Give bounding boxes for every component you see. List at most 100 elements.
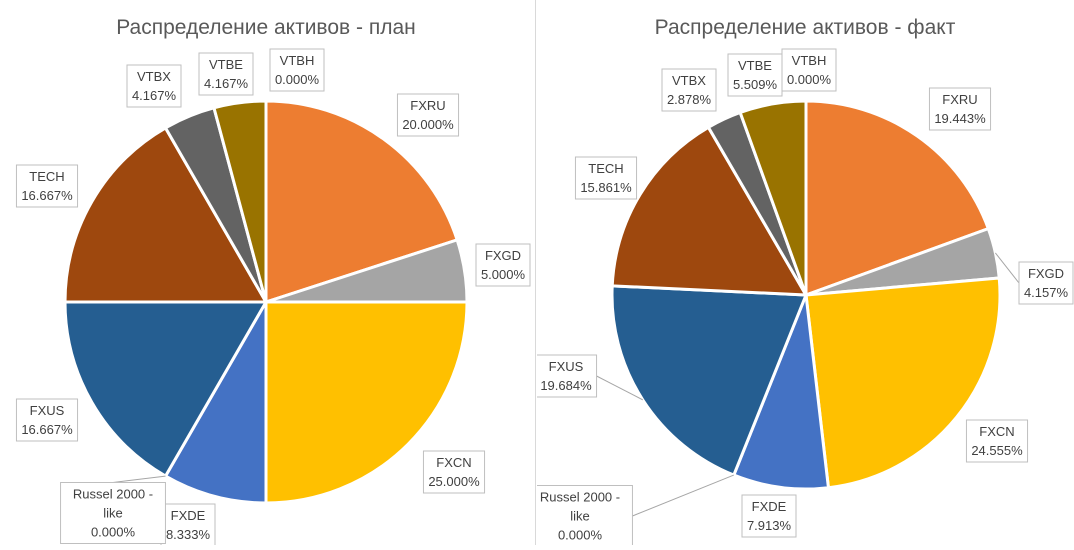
slice-value: 4.167% [204,76,249,91]
data-label-vtbh: VTBH 0.000% [269,48,325,92]
data-label-tech: TECH 16.667% [15,164,79,208]
chart-title: Распределение активов - план [116,16,416,39]
slice-label: Russel 2000 - [540,490,620,505]
data-label-fxus: FXUS 16.667% [15,398,79,442]
slice-label: FXRU [410,98,445,113]
chart-title: Распределение активов - факт [655,16,956,39]
pie-slice-fxus [63,300,268,478]
slice-label: VTBX [137,69,171,84]
slice-value: 24.555% [971,443,1023,458]
data-label-vtbx: VTBX 4.167% [126,64,182,108]
slice-value: 20.000% [402,117,454,132]
data-label-russel-2000-like: Russel 2000 - like 0.000% [527,485,633,547]
slice-label: VTBX [672,73,706,88]
slice-value: 0.000% [558,528,603,543]
slice-value: 25.000% [428,474,480,489]
data-label-fxde: FXDE 7.913% [741,494,797,538]
data-label-fxus: FXUS 19.684% [534,354,598,398]
data-label-fxru: FXRU 20.000% [396,93,460,137]
pie-slice-fxru [804,99,990,297]
slice-label: VTBH [792,53,827,68]
leader-line-russel-2000-like [112,475,166,483]
slice-value: 0.000% [787,72,832,87]
pie-slice-tech [610,125,808,297]
pie-chart-fact: Распределение активов - факт FXRU 19.443%… [527,16,1074,547]
data-label-box [475,243,531,287]
slice-label: VTBH [280,53,315,68]
slice-label: FXGD [1028,266,1064,281]
leader-line-fxgd [994,252,1020,284]
slice-label: VTBE [209,57,243,72]
pie-slice-tech [63,126,268,304]
slice-value: 19.443% [934,111,986,126]
divider [535,0,536,545]
data-label-box [574,156,638,200]
slice-value: 5.509% [733,77,778,92]
data-label-box [741,494,797,538]
slice-label: FXDE [171,508,206,523]
slice-label: VTBE [738,58,772,73]
data-label-box [1018,261,1074,305]
data-label-vtbh: VTBH 0.000% [781,48,837,92]
slice-value: 19.684% [540,378,592,393]
slice-value: 7.913% [747,518,792,533]
data-label-box [126,64,182,108]
data-label-box [15,398,79,442]
slice-value: 4.167% [132,88,177,103]
slice-label: TECH [588,161,623,176]
slice-label: FXCN [436,455,471,470]
chart-fact: Распределение активов - факт FXRU 19.443%… [527,0,1074,547]
leader-line-russel-2000-like [632,474,735,517]
pie-chart-plan: Распределение активов - план FXRU 20.000%… [15,16,531,547]
slice-label: like [570,509,590,524]
data-label-tech: TECH 15.861% [574,156,638,200]
data-label-fxgd: FXGD 4.157% [1018,261,1074,305]
pie-slice-fxru [264,99,459,304]
data-label-fxde: FXDE 8.333% [160,503,216,547]
slice-value: 0.000% [91,525,136,540]
slice-label: Russel 2000 - [73,487,153,502]
data-label-vtbe: VTBE 5.509% [727,53,783,97]
data-label-box [396,93,460,137]
slice-label: FXRU [942,92,977,107]
slice-label: FXGD [485,248,521,263]
data-label-box [60,482,166,544]
data-label-box [269,48,325,92]
pie-slice-vtbe [212,99,268,304]
slice-value: 15.861% [580,180,632,195]
slice-label: like [103,506,123,521]
slice-value: 5.000% [481,267,526,282]
data-label-fxru: FXRU 19.443% [928,87,992,131]
data-label-vtbe: VTBE 4.167% [198,52,254,96]
data-label-box [160,503,216,547]
slice-label: FXDE [752,499,787,514]
data-label-russel-2000-like: Russel 2000 - like 0.000% [60,482,166,544]
pie-slice-vtbe [738,99,808,297]
leader-line-fxus [596,375,644,401]
data-label-vtbx: VTBX 2.878% [661,68,717,112]
pie-slice-fxcn [264,300,469,505]
data-label-box [965,419,1029,463]
pie-slice-fxus [610,284,808,477]
slice-value: 4.157% [1024,285,1069,300]
pie-slice-fxde [732,293,830,491]
slice-value: 2.878% [667,92,712,107]
data-label-fxgd: FXGD 5.000% [475,243,531,287]
data-label-fxcn: FXCN 24.555% [965,419,1029,463]
slice-label: TECH [29,169,64,184]
slice-label: FXUS [30,403,65,418]
data-label-box [198,52,254,96]
data-label-fxcn: FXCN 25.000% [422,450,486,494]
slice-value: 0.000% [275,72,320,87]
slice-label: FXUS [549,359,584,374]
slice-value: 16.667% [21,188,73,203]
pie-slice-fxcn [804,276,1002,490]
data-label-box [15,164,79,208]
slice-value: 16.667% [21,422,73,437]
data-label-box [928,87,992,131]
data-label-box [422,450,486,494]
pie-slice-fxde [164,300,268,505]
data-label-box [661,68,717,112]
data-label-box [781,48,837,92]
data-label-box [534,354,598,398]
